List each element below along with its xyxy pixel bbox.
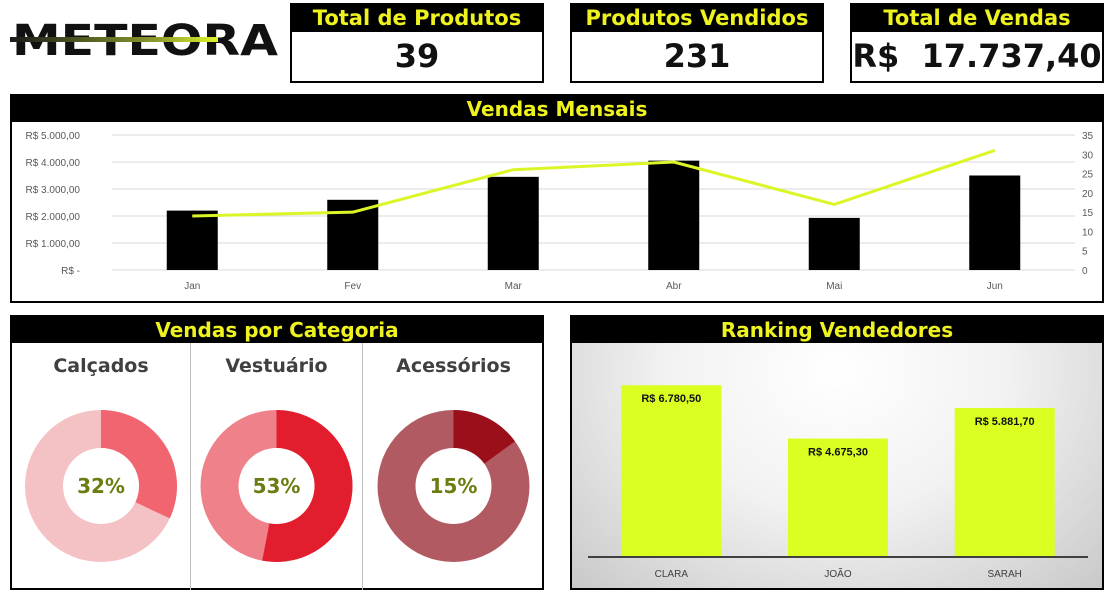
ranking-data-label: R$ 5.881,70 bbox=[975, 416, 1035, 428]
y-right-tick-label: 10 bbox=[1082, 227, 1094, 238]
y-left-tick-label: R$ 4.000,00 bbox=[26, 158, 81, 169]
donut-value-slice bbox=[262, 410, 353, 562]
donut-hole bbox=[238, 448, 315, 524]
ranking-bar bbox=[954, 407, 1055, 557]
monthly-sales-title: Vendas Mensais bbox=[12, 96, 1102, 122]
divider bbox=[362, 343, 363, 590]
kpi-title: Produtos Vendidos bbox=[572, 5, 822, 32]
category-label: Vestuário bbox=[225, 355, 328, 377]
y-right-tick-label: 20 bbox=[1082, 189, 1094, 200]
kpi-title: Total de Produtos bbox=[292, 5, 542, 32]
kpi-value: 231 bbox=[663, 37, 731, 75]
category-label: Acessórios bbox=[396, 355, 511, 377]
monthly-sales-panel: Vendas Mensais R$ - R$ 1.000,00 R$ 2.000,0… bbox=[10, 94, 1104, 303]
kpi-title: Total de Vendas bbox=[852, 5, 1102, 32]
kpi-produtos-vendidos: Produtos Vendidos 231 bbox=[570, 3, 824, 83]
ranking-data-label: R$ 4.675,30 bbox=[808, 447, 868, 459]
month-bar bbox=[327, 199, 379, 270]
kpi-value: 39 bbox=[394, 37, 440, 75]
ranking-chart: R$ 6.780,50 CLARA R$ 4.675,30 JOÃO R$ 5.881,… bbox=[588, 385, 1088, 580]
month-bar bbox=[166, 210, 218, 270]
ranking-panel: Ranking Vendedores R$ 6.780,50 CLARA R$ 4.… bbox=[570, 315, 1104, 590]
donut-chart: 53% bbox=[200, 410, 353, 562]
month-bar bbox=[969, 175, 1021, 270]
y-left-tick-label: R$ 1.000,00 bbox=[26, 239, 81, 250]
donut-chart: 15% bbox=[377, 410, 530, 562]
x-tick-label: Mar bbox=[505, 281, 523, 292]
donut-percent-label: 53% bbox=[253, 474, 301, 498]
category-vestuario: Vestuário 53% bbox=[191, 343, 362, 590]
x-tick-label: Mai bbox=[826, 281, 842, 292]
x-tick-label: Abr bbox=[666, 281, 682, 292]
y-left-tick-label: R$ 2.000,00 bbox=[26, 212, 81, 223]
donut-hole bbox=[63, 448, 139, 524]
donut-percent-label: 15% bbox=[430, 474, 478, 498]
kpi-total-produtos: Total de Produtos 39 bbox=[290, 3, 544, 83]
monthly-sales-chart: R$ - R$ 1.000,00 R$ 2.000,00 R$ 3.000,00 R$ … bbox=[26, 131, 1094, 292]
donut-percent-label: 32% bbox=[77, 474, 125, 498]
category-sales-panel: Vendas por Categoria Calçados 32% Vestuá… bbox=[10, 315, 544, 590]
divider bbox=[190, 343, 191, 590]
category-sales-title: Vendas por Categoria bbox=[12, 317, 542, 343]
donut-hole bbox=[415, 448, 492, 524]
y-right-tick-label: 30 bbox=[1082, 150, 1094, 161]
y-right-tick-label: 5 bbox=[1082, 247, 1088, 258]
y-right-tick-label: 15 bbox=[1082, 208, 1094, 219]
ranking-data-label: R$ 6.780,50 bbox=[641, 393, 701, 405]
y-right-tick-label: 35 bbox=[1082, 131, 1094, 142]
meteora-logo: METEORA bbox=[10, 16, 279, 66]
category-calcados: Calçados 32% bbox=[12, 343, 190, 590]
y-left-tick-label: R$ 3.000,00 bbox=[26, 185, 81, 196]
ranking-bar bbox=[621, 385, 722, 557]
ranking-x-label: CLARA bbox=[655, 569, 689, 580]
donut-value-slice bbox=[101, 410, 177, 519]
ranking-x-label: JOÃO bbox=[824, 567, 851, 580]
y-left-tick-label: R$ 5.000,00 bbox=[26, 131, 81, 142]
category-acessorios: Acessórios 15% bbox=[363, 343, 544, 590]
donut-value-slice bbox=[453, 410, 515, 464]
kpi-value: R$ 17.737,40 bbox=[852, 37, 1102, 75]
ranking-title: Ranking Vendedores bbox=[572, 317, 1102, 343]
month-bar bbox=[808, 217, 860, 270]
x-tick-label: Jun bbox=[987, 281, 1003, 292]
month-line bbox=[192, 149, 996, 218]
ranking-x-label: SARAH bbox=[987, 569, 1021, 580]
donut-chart: 32% bbox=[25, 410, 177, 562]
y-right-tick-label: 25 bbox=[1082, 170, 1094, 181]
kpi-total-vendas: Total de Vendas R$ 17.737,40 bbox=[850, 3, 1104, 83]
month-bar bbox=[487, 176, 539, 270]
ranking-bar bbox=[788, 438, 888, 557]
month-bar bbox=[648, 160, 700, 270]
y-left-tick-label: R$ - bbox=[61, 266, 80, 277]
logo-stripe bbox=[10, 37, 218, 42]
x-tick-label: Jan bbox=[184, 281, 200, 292]
category-label: Calçados bbox=[53, 355, 149, 377]
y-right-tick-label: 0 bbox=[1082, 266, 1088, 277]
x-tick-label: Fev bbox=[344, 281, 361, 292]
